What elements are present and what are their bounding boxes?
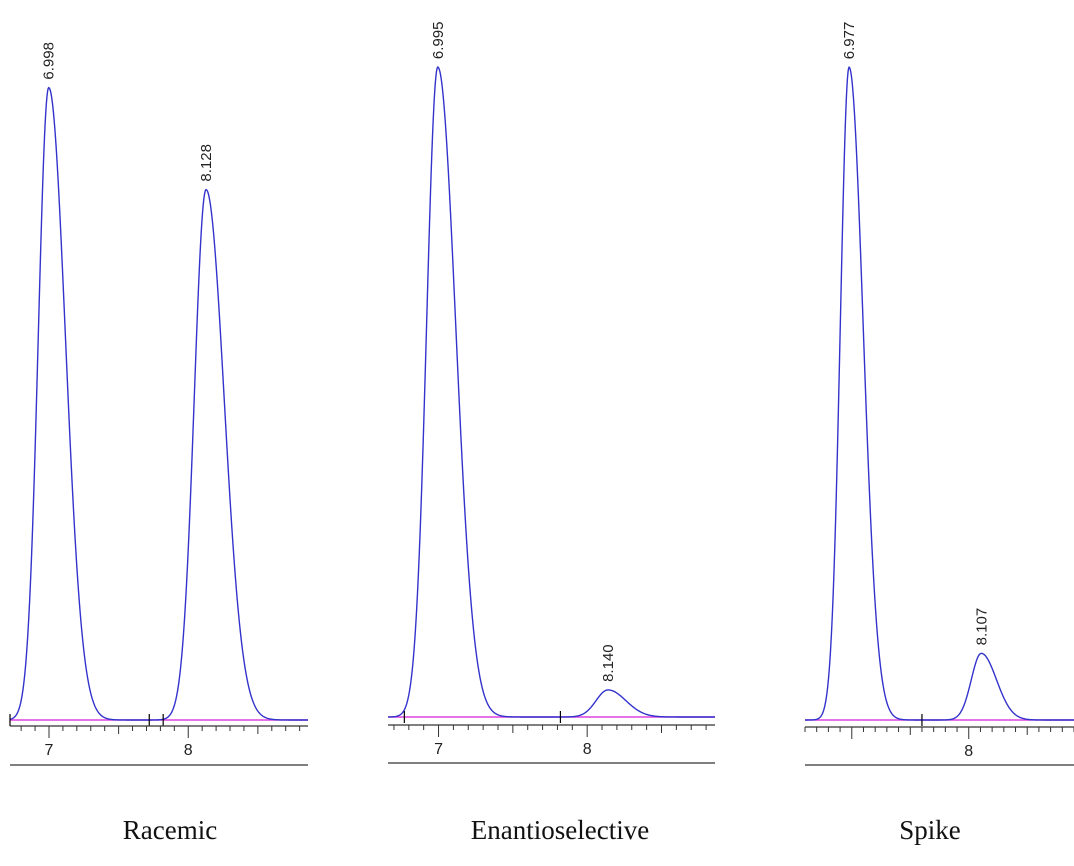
peak-label: 8.107 — [973, 608, 990, 646]
panel-label-spike: Spike — [899, 815, 961, 845]
panel-racemic: 6.998 8.128 7 8 — [9, 42, 308, 766]
signal-trace — [9, 86, 308, 721]
tick-label: 7 — [45, 742, 54, 759]
panel-enantioselective: 6.995 8.140 7 8 — [387, 22, 715, 764]
panel-spike: 6.977 8.107 8 — [804, 22, 1074, 766]
peak-label: 8.140 — [600, 644, 617, 682]
tick-label: 8 — [964, 743, 973, 760]
peak-label: 6.977 — [841, 22, 858, 60]
peak-label: 6.998 — [41, 42, 58, 80]
signal-trace — [805, 66, 1074, 721]
panel-label-enantioselective: Enantioselective — [470, 815, 650, 845]
signal-trace — [387, 66, 715, 718]
tick-label: 8 — [583, 741, 592, 758]
tick-label: 7 — [434, 741, 443, 758]
peak-label: 6.995 — [430, 22, 447, 60]
tick-label: 8 — [184, 742, 193, 759]
peak-label: 8.128 — [198, 144, 215, 182]
panel-label-racemic: Racemic — [122, 815, 218, 845]
